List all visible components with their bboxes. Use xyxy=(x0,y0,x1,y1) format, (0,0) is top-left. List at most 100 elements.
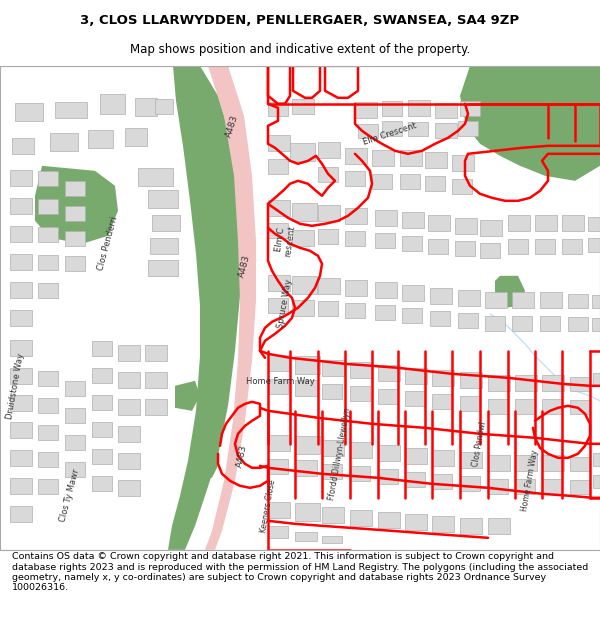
Bar xyxy=(88,130,113,148)
Bar xyxy=(378,389,398,404)
Bar xyxy=(92,368,112,382)
Bar xyxy=(458,312,478,328)
Polygon shape xyxy=(35,166,118,244)
Bar xyxy=(542,399,562,414)
Bar xyxy=(400,150,422,166)
Bar xyxy=(402,308,422,322)
Bar xyxy=(435,122,457,138)
Bar xyxy=(38,479,58,494)
Bar xyxy=(38,282,58,298)
Polygon shape xyxy=(495,276,525,308)
Bar xyxy=(378,445,400,461)
Text: Home Farm Way: Home Farm Way xyxy=(520,449,540,512)
Bar xyxy=(345,302,365,318)
Bar xyxy=(10,450,32,466)
Bar xyxy=(375,210,397,226)
Text: A483: A483 xyxy=(238,253,253,278)
Bar xyxy=(562,239,582,254)
Bar xyxy=(542,455,564,471)
Bar xyxy=(318,142,340,158)
Bar xyxy=(408,122,428,136)
Bar xyxy=(10,368,32,384)
Bar xyxy=(292,276,317,294)
Bar xyxy=(268,355,290,371)
Bar xyxy=(452,155,474,171)
Bar xyxy=(568,317,588,331)
Bar xyxy=(350,510,372,526)
Bar xyxy=(10,198,32,214)
Bar xyxy=(535,215,557,231)
Text: 3, CLOS LLARWYDDEN, PENLLERGAER, SWANSEA, SA4 9ZP: 3, CLOS LLARWYDDEN, PENLLERGAER, SWANSEA… xyxy=(80,14,520,27)
Bar xyxy=(425,152,447,168)
Bar xyxy=(508,239,528,254)
Bar xyxy=(405,472,425,487)
Bar xyxy=(10,340,32,356)
Bar xyxy=(10,170,32,186)
Bar xyxy=(295,460,317,476)
Bar xyxy=(292,202,317,221)
Bar xyxy=(295,532,317,541)
Bar xyxy=(515,455,537,471)
Bar xyxy=(322,440,344,456)
Bar xyxy=(152,215,180,231)
Bar xyxy=(460,372,482,388)
Bar xyxy=(593,452,600,466)
Bar xyxy=(65,231,85,246)
Bar xyxy=(145,399,167,415)
Bar xyxy=(295,503,320,521)
Bar xyxy=(318,167,338,182)
Bar xyxy=(405,368,427,384)
Bar xyxy=(425,176,445,191)
Bar xyxy=(38,398,58,412)
Polygon shape xyxy=(175,381,200,411)
Bar xyxy=(268,275,290,291)
Bar xyxy=(322,507,344,522)
Bar xyxy=(402,285,424,301)
Bar xyxy=(118,480,140,496)
Bar xyxy=(118,372,140,388)
Bar xyxy=(455,217,477,234)
Bar xyxy=(512,292,534,308)
Bar xyxy=(430,311,450,326)
Bar xyxy=(378,365,400,381)
Bar xyxy=(480,242,500,258)
Bar xyxy=(38,255,58,270)
Bar xyxy=(460,101,480,116)
Bar xyxy=(428,239,448,254)
Bar xyxy=(322,384,342,399)
Bar xyxy=(432,474,452,489)
Bar xyxy=(118,345,140,361)
Bar xyxy=(350,362,372,378)
Bar xyxy=(350,386,370,401)
Bar xyxy=(10,478,32,494)
Bar xyxy=(428,215,450,231)
Bar xyxy=(15,102,43,121)
Bar xyxy=(350,466,370,481)
Bar xyxy=(570,480,590,494)
Bar xyxy=(345,171,365,186)
Bar xyxy=(292,99,314,114)
Bar xyxy=(92,395,112,410)
Bar xyxy=(375,282,397,298)
Text: Home Farm Way: Home Farm Way xyxy=(245,378,314,386)
Bar xyxy=(345,231,365,246)
Bar xyxy=(268,102,288,116)
Bar xyxy=(125,128,147,146)
Polygon shape xyxy=(195,449,218,478)
Bar xyxy=(402,212,424,228)
Bar xyxy=(400,174,420,189)
Bar xyxy=(592,318,600,331)
Bar xyxy=(540,316,560,331)
Bar xyxy=(570,400,590,414)
Bar xyxy=(268,502,290,518)
Polygon shape xyxy=(168,66,242,550)
Bar xyxy=(480,220,502,236)
Bar xyxy=(378,512,400,528)
Bar xyxy=(430,288,452,304)
Bar xyxy=(318,278,340,294)
Bar xyxy=(540,292,562,308)
Bar xyxy=(375,305,395,320)
Bar xyxy=(295,380,317,396)
Bar xyxy=(515,375,537,391)
Polygon shape xyxy=(205,66,256,550)
